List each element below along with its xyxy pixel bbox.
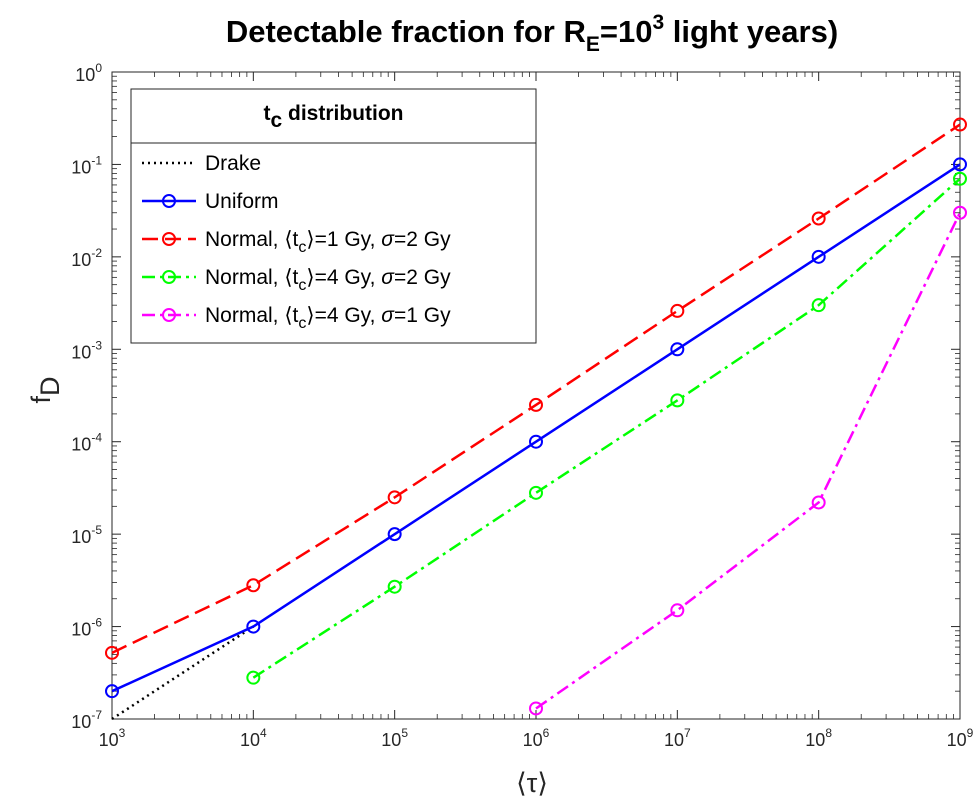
data-point bbox=[670, 303, 685, 318]
legend-label: Normal, ⟨tc⟩=4 Gy, σ=2 Gy bbox=[205, 266, 451, 294]
data-point bbox=[670, 603, 685, 618]
series-line-3 bbox=[252, 177, 961, 679]
data-point bbox=[811, 249, 826, 264]
data-point bbox=[246, 578, 261, 593]
x-tick-label: 107 bbox=[664, 726, 691, 750]
data-point bbox=[953, 157, 967, 172]
data-point bbox=[529, 701, 543, 716]
data-point bbox=[387, 527, 402, 542]
data-point bbox=[953, 117, 967, 132]
data-point bbox=[105, 645, 119, 660]
y-tick-label: 10-6 bbox=[71, 616, 102, 640]
data-point bbox=[670, 393, 685, 408]
legend-label: Drake bbox=[205, 152, 261, 175]
legend-label: Normal, ⟨tc⟩=4 Gy, σ=1 Gy bbox=[205, 304, 451, 332]
data-point bbox=[953, 171, 967, 186]
x-tick-label: 105 bbox=[381, 726, 408, 750]
series-line-1 bbox=[111, 163, 961, 693]
legend-box bbox=[130, 88, 537, 344]
legend-marker bbox=[162, 308, 176, 322]
y-tick-label: 10-7 bbox=[71, 708, 102, 732]
legend-title: tc distribution bbox=[263, 102, 403, 132]
data-point bbox=[811, 495, 826, 510]
y-tick-label: 10-1 bbox=[71, 153, 102, 177]
x-tick-label: 103 bbox=[99, 726, 126, 750]
legend-label: Uniform bbox=[205, 190, 279, 213]
data-point bbox=[387, 490, 402, 505]
x-tick-label: 108 bbox=[805, 726, 832, 750]
y-tick-label: 10-4 bbox=[71, 431, 102, 455]
y-axis-label: fD bbox=[26, 376, 65, 403]
x-tick-label: 106 bbox=[523, 726, 550, 750]
legend-marker bbox=[162, 194, 176, 208]
series-line-0 bbox=[111, 625, 255, 721]
data-point bbox=[246, 670, 261, 685]
data-point bbox=[811, 211, 826, 226]
data-point bbox=[387, 579, 402, 594]
x-axis-label: ⟨τ⟩ bbox=[516, 768, 548, 798]
chart-title: Detectable fraction for RE=103 light yea… bbox=[226, 11, 838, 56]
x-tick-label: 104 bbox=[240, 726, 267, 750]
data-point bbox=[529, 397, 543, 412]
data-point bbox=[529, 434, 543, 449]
legend-label: Normal, ⟨tc⟩=1 Gy, σ=2 Gy bbox=[205, 228, 451, 256]
y-tick-label: 10-2 bbox=[71, 246, 102, 270]
y-tick-label: 10-5 bbox=[71, 523, 102, 547]
series-line-2 bbox=[111, 123, 961, 654]
y-tick-label: 100 bbox=[75, 61, 102, 85]
data-point bbox=[529, 485, 543, 500]
data-point bbox=[953, 205, 967, 220]
series-line-4 bbox=[535, 212, 962, 710]
data-point bbox=[246, 619, 261, 634]
data-point bbox=[670, 342, 685, 357]
data-point bbox=[811, 298, 826, 313]
x-tick-label: 109 bbox=[947, 726, 974, 750]
data-point bbox=[105, 684, 119, 699]
legend-marker bbox=[162, 232, 176, 246]
y-tick-label: 10-3 bbox=[71, 338, 102, 362]
legend-marker bbox=[162, 270, 176, 284]
